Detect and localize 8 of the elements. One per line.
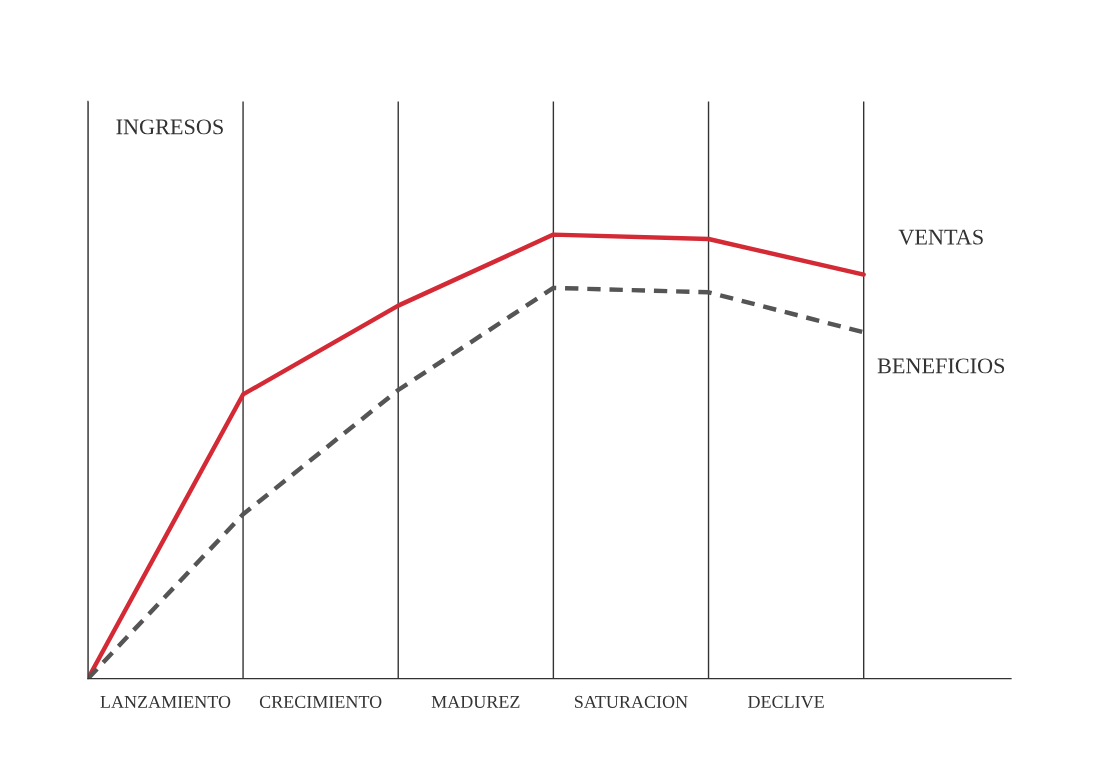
series-label: BENEFICIOS — [877, 358, 1005, 374]
text: DECLIVE — [748, 695, 824, 709]
text: INGRESOS — [116, 119, 223, 135]
text: VENTAS — [898, 229, 983, 245]
text: LANZAMIENTO — [100, 695, 231, 708]
text: SATURACION — [574, 695, 688, 708]
text: MADUREZ — [431, 695, 520, 708]
text: CRECIMIENTO — [259, 695, 382, 708]
